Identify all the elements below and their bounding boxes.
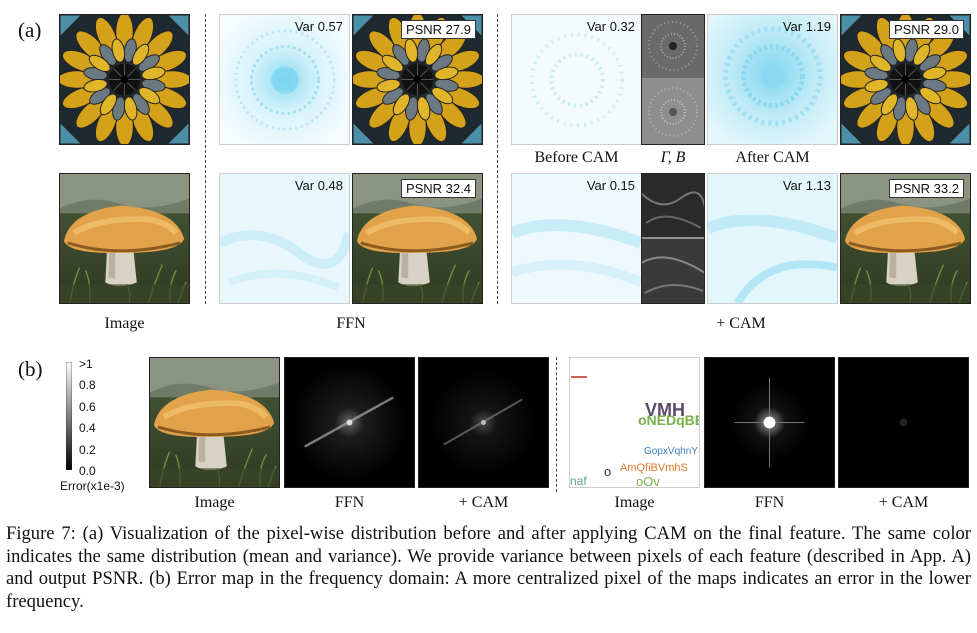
before-cam-map-2: Var 0.15 xyxy=(511,173,642,304)
cam-frequency-error-map-2 xyxy=(838,357,969,488)
b-caption: + CAM xyxy=(878,494,929,511)
ffn-caption: FFN xyxy=(336,315,366,332)
ffn-distribution-map-1: Var 0.57 xyxy=(219,14,350,145)
psnr-label: PSNR 32.4 xyxy=(400,179,476,198)
separator-b xyxy=(556,357,557,492)
cam-frequency-error-map-1 xyxy=(418,357,549,488)
b-caption: Image xyxy=(614,494,655,511)
gamma-beta-maps-2 xyxy=(641,173,705,304)
separator-ffn-cam xyxy=(497,14,498,304)
colorbar-tick: 0.6 xyxy=(79,400,96,414)
gamma-beta-caption: Γ, B xyxy=(660,149,686,166)
b-caption: FFN xyxy=(754,494,785,511)
colorbar-tick: >1 xyxy=(79,357,93,371)
colorbar-tick: 0.0 xyxy=(79,464,96,478)
text-image: VMH oNEDqBE GopxVqhnY AmQfiBVmhS o naf o… xyxy=(569,357,700,488)
panel-a-label: (a) xyxy=(18,18,42,42)
text-word: naf xyxy=(570,474,587,488)
psnr-label: PSNR 29.0 xyxy=(888,20,964,39)
var-label: Var 1.13 xyxy=(782,178,831,193)
text-word: o xyxy=(604,464,612,479)
var-label: Var 0.57 xyxy=(294,19,343,34)
gamma-beta-maps-1 xyxy=(641,14,705,145)
ffn-output-image-1: PSNR 27.9 xyxy=(352,14,483,145)
b-caption: FFN xyxy=(334,494,365,511)
b-caption: Image xyxy=(194,494,235,511)
psnr-label: PSNR 33.2 xyxy=(888,179,964,198)
separator-image-ffn xyxy=(205,14,206,304)
cam-output-image-1: PSNR 29.0 xyxy=(840,14,971,145)
before-cam-caption: Before CAM xyxy=(534,149,619,166)
cam-caption: + CAM xyxy=(716,315,766,332)
colorbar xyxy=(66,362,72,470)
var-label: Var 0.15 xyxy=(586,178,635,193)
var-label: Var 0.48 xyxy=(294,178,343,193)
psnr-label: PSNR 27.9 xyxy=(400,20,476,39)
colorbar-title: Error(x1e-3) xyxy=(60,479,125,493)
stained-glass-image xyxy=(59,14,190,145)
figure-caption: Figure 7: (a) Visualization of the pixel… xyxy=(6,523,971,612)
mushroom-image-b xyxy=(149,357,280,488)
cam-output-image-2: PSNR 33.2 xyxy=(840,173,971,304)
colorbar-tick: 0.2 xyxy=(79,443,96,457)
var-label: Var 0.32 xyxy=(586,19,635,34)
ffn-frequency-error-map-1 xyxy=(284,357,415,488)
ffn-output-image-2: PSNR 32.4 xyxy=(352,173,483,304)
text-word: oOv xyxy=(636,474,660,488)
panel-b-label: (b) xyxy=(18,357,43,381)
image-caption: Image xyxy=(104,315,145,332)
ffn-frequency-error-map-2 xyxy=(704,357,835,488)
var-label: Var 1.19 xyxy=(782,19,831,34)
text-word: VMH xyxy=(645,400,685,420)
small-red-mark xyxy=(571,376,587,378)
after-cam-map-1: Var 1.19 xyxy=(707,14,838,145)
before-cam-map-1: Var 0.32 xyxy=(511,14,642,145)
after-cam-map-2: Var 1.13 xyxy=(707,173,838,304)
mushroom-image xyxy=(59,173,190,304)
text-word: oNEDqBE xyxy=(638,412,700,428)
after-cam-caption: After CAM xyxy=(735,149,810,166)
ffn-distribution-map-2: Var 0.48 xyxy=(219,173,350,304)
text-word: GopxVqhnY xyxy=(644,446,698,457)
text-word: AmQfiBVmhS xyxy=(620,462,688,474)
b-caption: + CAM xyxy=(458,494,509,511)
colorbar-tick: 0.4 xyxy=(79,421,96,435)
colorbar-tick: 0.8 xyxy=(79,378,96,392)
